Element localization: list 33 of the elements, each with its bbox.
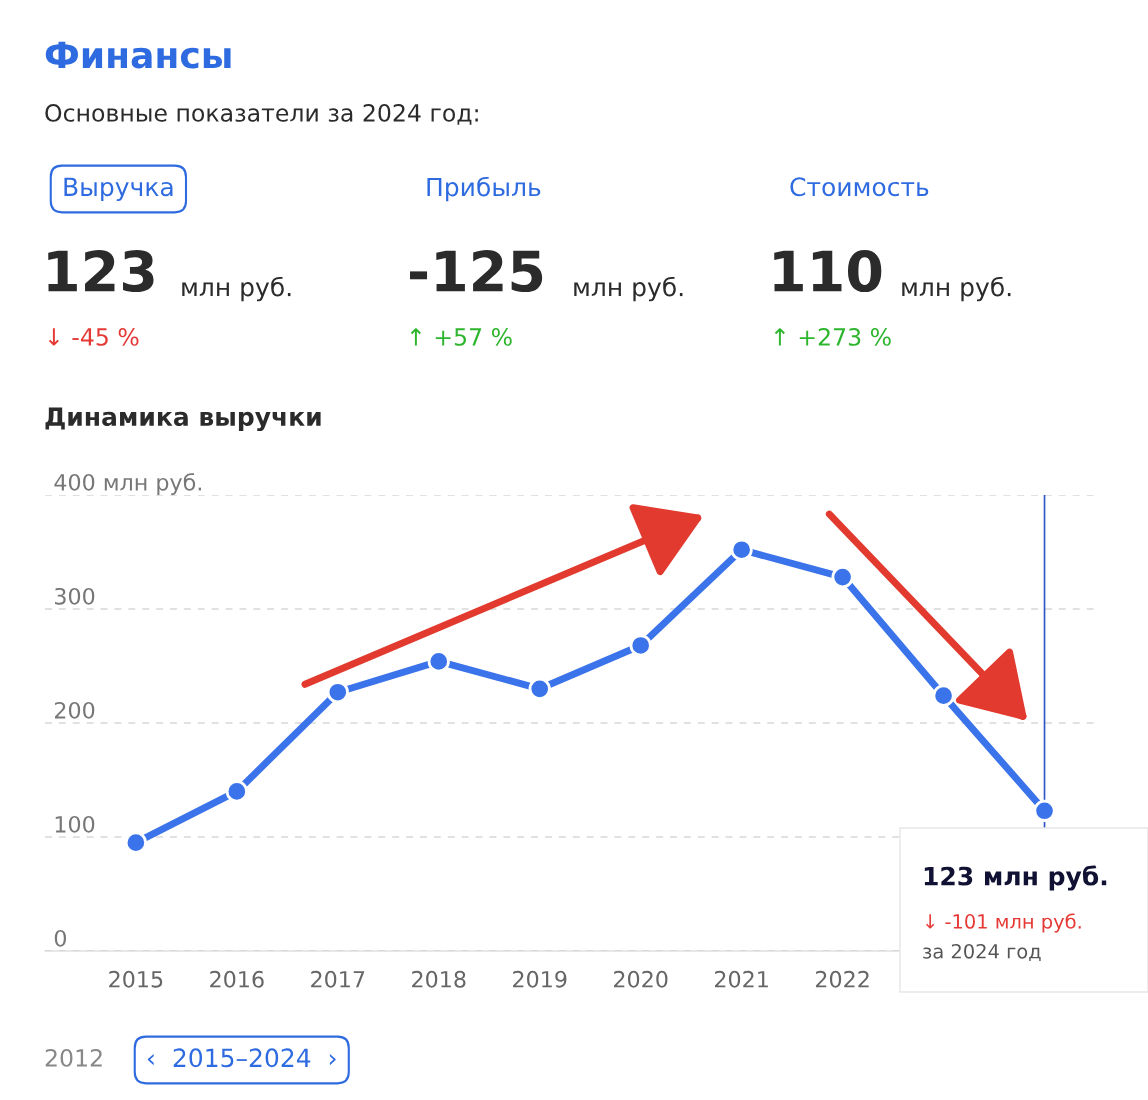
x-tick-label: 2022: [815, 970, 869, 988]
text: Выручка: [64, 177, 173, 202]
x-tick-label: 2017: [311, 970, 365, 988]
text: млн руб.: [902, 276, 1011, 302]
text: 2012: [45, 1048, 102, 1067]
text: -125: [410, 250, 543, 293]
text: ↓ -45 %: [48, 327, 139, 346]
x-tick-label: 2018: [412, 970, 466, 988]
annotation: 123 млн руб.: [924, 865, 1107, 891]
text: ↑ +273 %: [774, 327, 891, 346]
annotation: за 2024 год: [923, 943, 1041, 962]
y-tick-label: 0: [54, 929, 66, 947]
text: Динамика выручки: [45, 407, 321, 432]
text: 123: [48, 250, 154, 293]
text: млн руб.: [182, 276, 291, 302]
text: Прибыль: [427, 176, 541, 202]
y-tick-label: 400 млн руб.: [54, 473, 201, 495]
text: 110: [774, 250, 882, 293]
x-tick-label: 2015: [109, 970, 163, 988]
text: млн руб.: [574, 276, 683, 302]
text: ↑ +57 %: [410, 327, 512, 346]
text: Стоимость: [790, 177, 929, 197]
chart-title: Финансы: [45, 41, 231, 69]
y-tick-label: 300: [55, 587, 95, 605]
chart-subtitle: Основные показатели за 2024 год:: [45, 103, 478, 125]
annotation: ↓ -101 млн руб.: [925, 913, 1081, 933]
y-tick-label: 100: [55, 815, 95, 833]
x-tick-label: 2020: [614, 970, 668, 988]
y-tick-label: 200: [54, 701, 95, 719]
text: ‹ 2015–2024 ›: [147, 1048, 336, 1068]
x-tick-label: 2016: [210, 970, 264, 988]
x-tick-label: 2021: [714, 970, 768, 988]
x-tick-label: 2019: [513, 970, 567, 988]
